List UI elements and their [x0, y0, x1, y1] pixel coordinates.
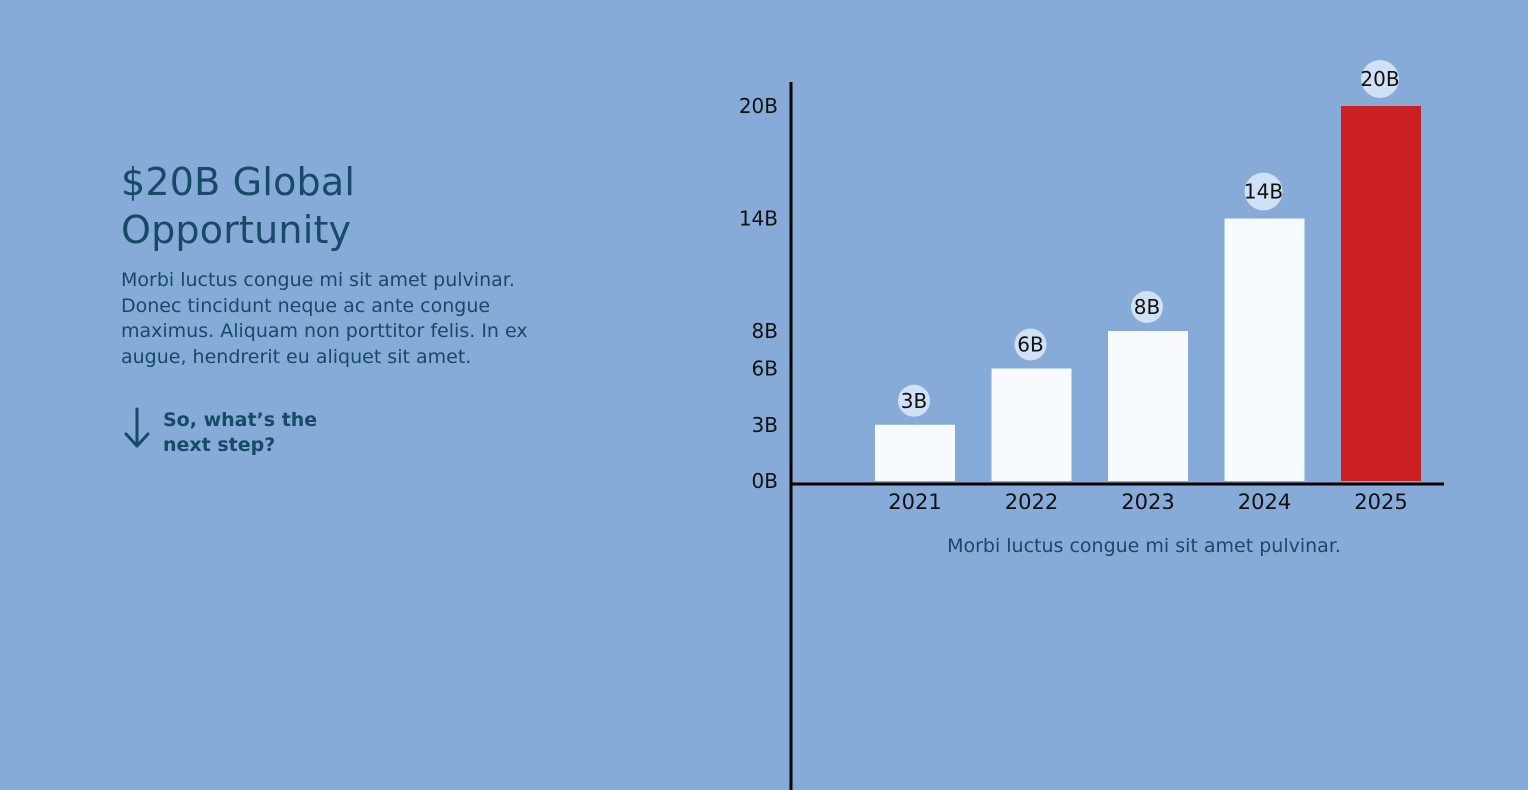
title-line-2: Opportunity — [121, 208, 352, 252]
title-line-1: $20B Global — [121, 160, 356, 204]
bar-2024 — [1224, 218, 1305, 481]
data-label: 3B — [901, 389, 927, 413]
x-tick-label: 2021 — [888, 490, 941, 514]
arrow-down-icon — [124, 407, 150, 448]
x-tick-label: 2025 — [1354, 490, 1407, 514]
y-tick-label: 20B — [739, 94, 778, 118]
bar-2021 — [875, 424, 955, 481]
x-tick-label: 2024 — [1238, 490, 1291, 514]
next-step-link[interactable]: So, what’s the next step? — [121, 407, 591, 458]
y-tick-label: 14B — [739, 207, 778, 231]
description-text: Morbi luctus congue mi sit amet pulvinar… — [121, 269, 528, 368]
bar-2025 — [1341, 106, 1421, 481]
y-tick-label: 3B — [752, 413, 778, 437]
bar-2022 — [991, 368, 1072, 481]
data-label-bubble — [898, 384, 930, 417]
intro-panel: $20B Global Opportunity Morbi luctus con… — [121, 158, 591, 458]
next-step-label: So, what’s the next step? — [163, 409, 318, 456]
bar-2023 — [1108, 331, 1188, 481]
y-tick-label: 6B — [752, 357, 778, 381]
data-label-bubble — [1361, 60, 1399, 98]
x-tick-label: 2023 — [1121, 490, 1174, 514]
y-tick-label: 8B — [752, 319, 778, 343]
data-label-bubble — [1244, 172, 1283, 211]
data-label: 8B — [1134, 295, 1160, 319]
chart-caption: Morbi luctus congue mi sit amet pulvinar… — [947, 535, 1341, 557]
x-tick-label: 2022 — [1005, 490, 1058, 514]
data-label: 14B — [1244, 180, 1283, 204]
data-label-bubble — [1014, 328, 1047, 361]
data-label: 20B — [1360, 67, 1399, 91]
data-label: 6B — [1017, 333, 1043, 357]
page-title: $20B Global Opportunity — [121, 158, 591, 254]
data-label-bubble — [1131, 291, 1163, 323]
y-tick-label: 0B — [752, 469, 778, 493]
